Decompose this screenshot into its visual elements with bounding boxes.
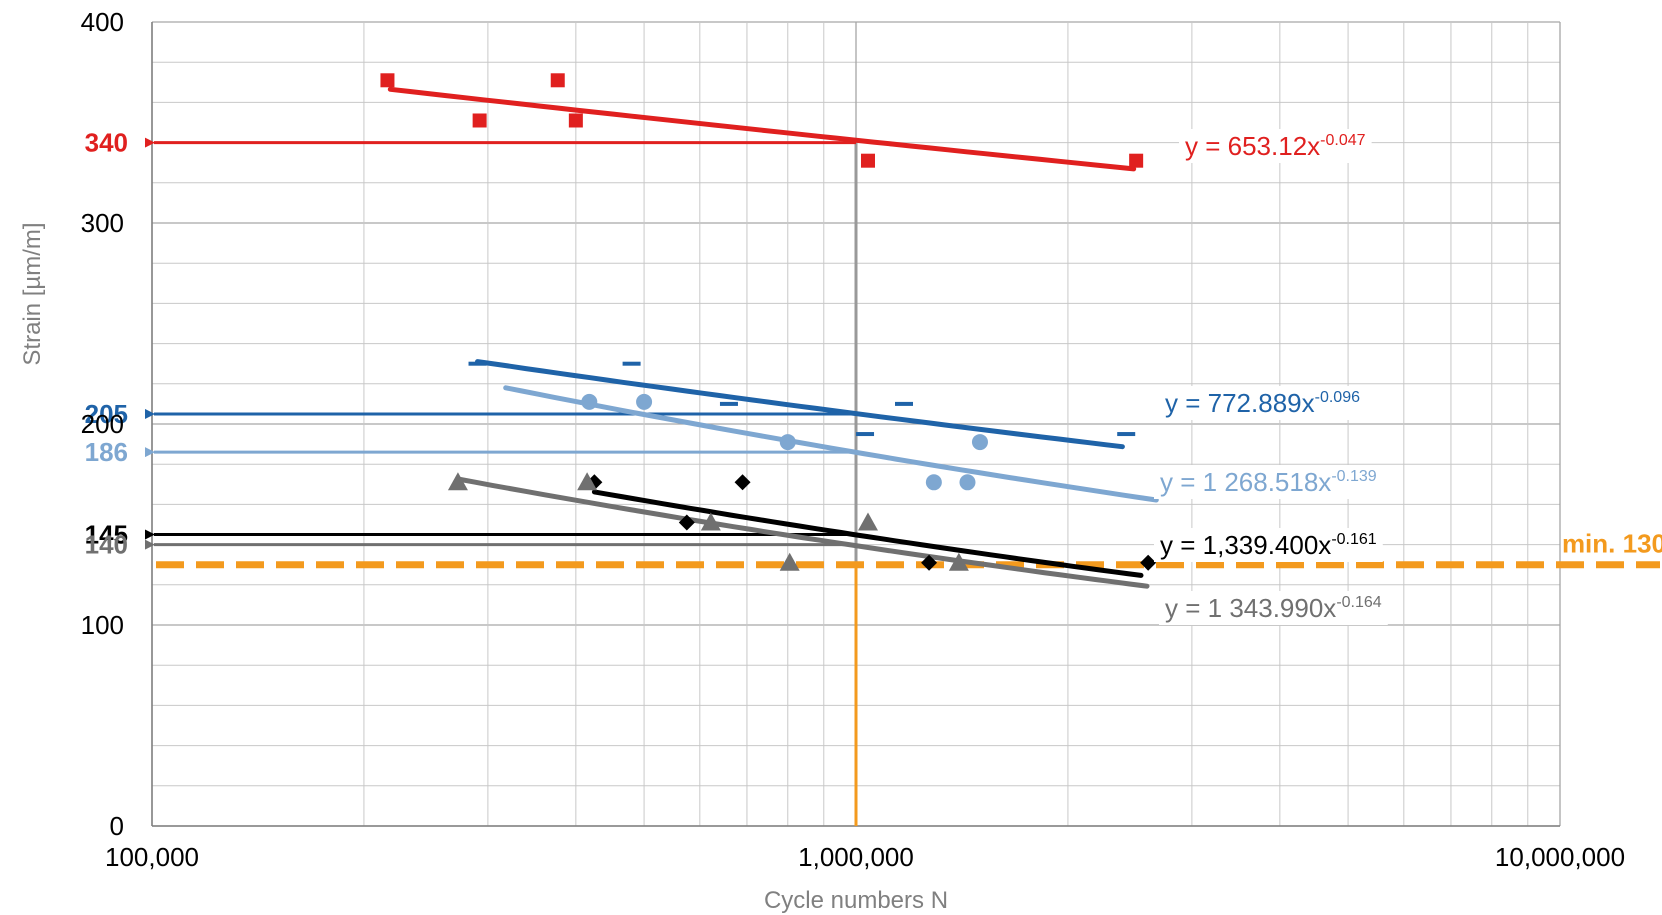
trendline-equation: y = 653.12x-0.047: [1185, 131, 1366, 161]
data-point-circle: [971, 434, 988, 451]
equation-exponent: -0.096: [1315, 389, 1360, 406]
trendline-equation: y = 1 268.518x-0.139: [1160, 467, 1377, 497]
trendline-equation: y = 1 343.990x-0.164: [1165, 593, 1382, 623]
trendline-equation: y = 1,339.400x-0.161: [1160, 530, 1377, 560]
reference-label: 145: [85, 520, 128, 550]
equation-background: [1154, 528, 1383, 562]
equation-exponent: -0.139: [1331, 468, 1376, 485]
data-point-circle: [925, 474, 942, 491]
reference-label: 186: [85, 437, 128, 467]
equation-base: y = 1 268.518x: [1160, 467, 1331, 497]
data-point-diamond: [921, 554, 938, 571]
data-point-triangle: [700, 512, 721, 531]
x-tick-label: 10,000,000: [1495, 842, 1625, 872]
equation-exponent: -0.161: [1331, 531, 1376, 548]
trendlines: [387, 86, 1159, 589]
y-tick-label: 0: [110, 811, 124, 841]
equation-exponent: -0.164: [1336, 594, 1381, 611]
equation-base: y = 653.12x: [1185, 131, 1320, 161]
y-tick-label: 400: [81, 7, 124, 37]
data-point-triangle: [447, 472, 468, 491]
data-point-dash: [622, 361, 641, 366]
y-tick-label: 200: [81, 409, 124, 439]
data-point-square: [550, 73, 565, 88]
equation-base: y = 772.889x: [1165, 388, 1315, 418]
y-axis-title: Strain [µm/m]: [19, 222, 46, 365]
trendline-equations: y = 653.12x-0.047 y = 772.889x-0.096 y = 1…: [1154, 129, 1388, 625]
reference-label: 205: [85, 399, 128, 429]
data-point-dash: [719, 401, 738, 406]
trendline-equation: y = 772.889x-0.096: [1165, 388, 1360, 418]
data-point-circle: [779, 434, 796, 451]
limit-label: min. 130: [1562, 529, 1662, 559]
data-point-diamond: [1140, 554, 1157, 571]
axis-ticks: 0 100 200 300 400 100,000 1,000,000 10,000,000: [81, 7, 1625, 872]
data-point-triangle: [779, 552, 800, 571]
data-point-circle: [959, 474, 976, 491]
data-points: [380, 73, 1157, 571]
trendline: [455, 476, 1150, 589]
trendline: [387, 86, 1137, 172]
reference-label: 140: [85, 530, 128, 560]
data-point-square: [472, 113, 487, 128]
data-point-triangle: [857, 512, 878, 531]
data-point-circle: [636, 393, 653, 410]
data-point-dash: [468, 361, 487, 366]
y-tick-label: 300: [81, 208, 124, 238]
trendline: [475, 359, 1125, 450]
equation-background: [1159, 386, 1367, 420]
data-point-diamond: [678, 514, 695, 531]
data-point-diamond: [734, 474, 751, 491]
data-point-square: [380, 73, 395, 88]
data-point-dash: [856, 432, 875, 437]
equation-base: y = 1 343.990x: [1165, 593, 1336, 623]
data-point-triangle: [577, 472, 598, 491]
y-tick-label: 100: [81, 610, 124, 640]
equation-background: [1179, 129, 1372, 163]
x-tick-label: 100,000: [105, 842, 199, 872]
data-point-dash: [1117, 432, 1136, 437]
trendline: [503, 385, 1159, 503]
equation-background: [1154, 465, 1383, 499]
equation-background: [1159, 591, 1388, 625]
x-tick-label: 1,000,000: [798, 842, 914, 872]
data-point-square: [1129, 153, 1144, 168]
data-point-square: [568, 113, 583, 128]
data-point-circle: [581, 393, 598, 410]
data-point-dash: [895, 401, 914, 406]
reference-label: 340: [85, 128, 128, 158]
x-axis-title: Cycle numbers N: [764, 887, 948, 914]
equation-exponent: -0.047: [1320, 132, 1365, 149]
data-point-triangle: [948, 552, 969, 571]
trendline: [591, 489, 1144, 578]
equation-base: y = 1,339.400x: [1160, 530, 1331, 560]
data-point-square: [860, 153, 875, 168]
